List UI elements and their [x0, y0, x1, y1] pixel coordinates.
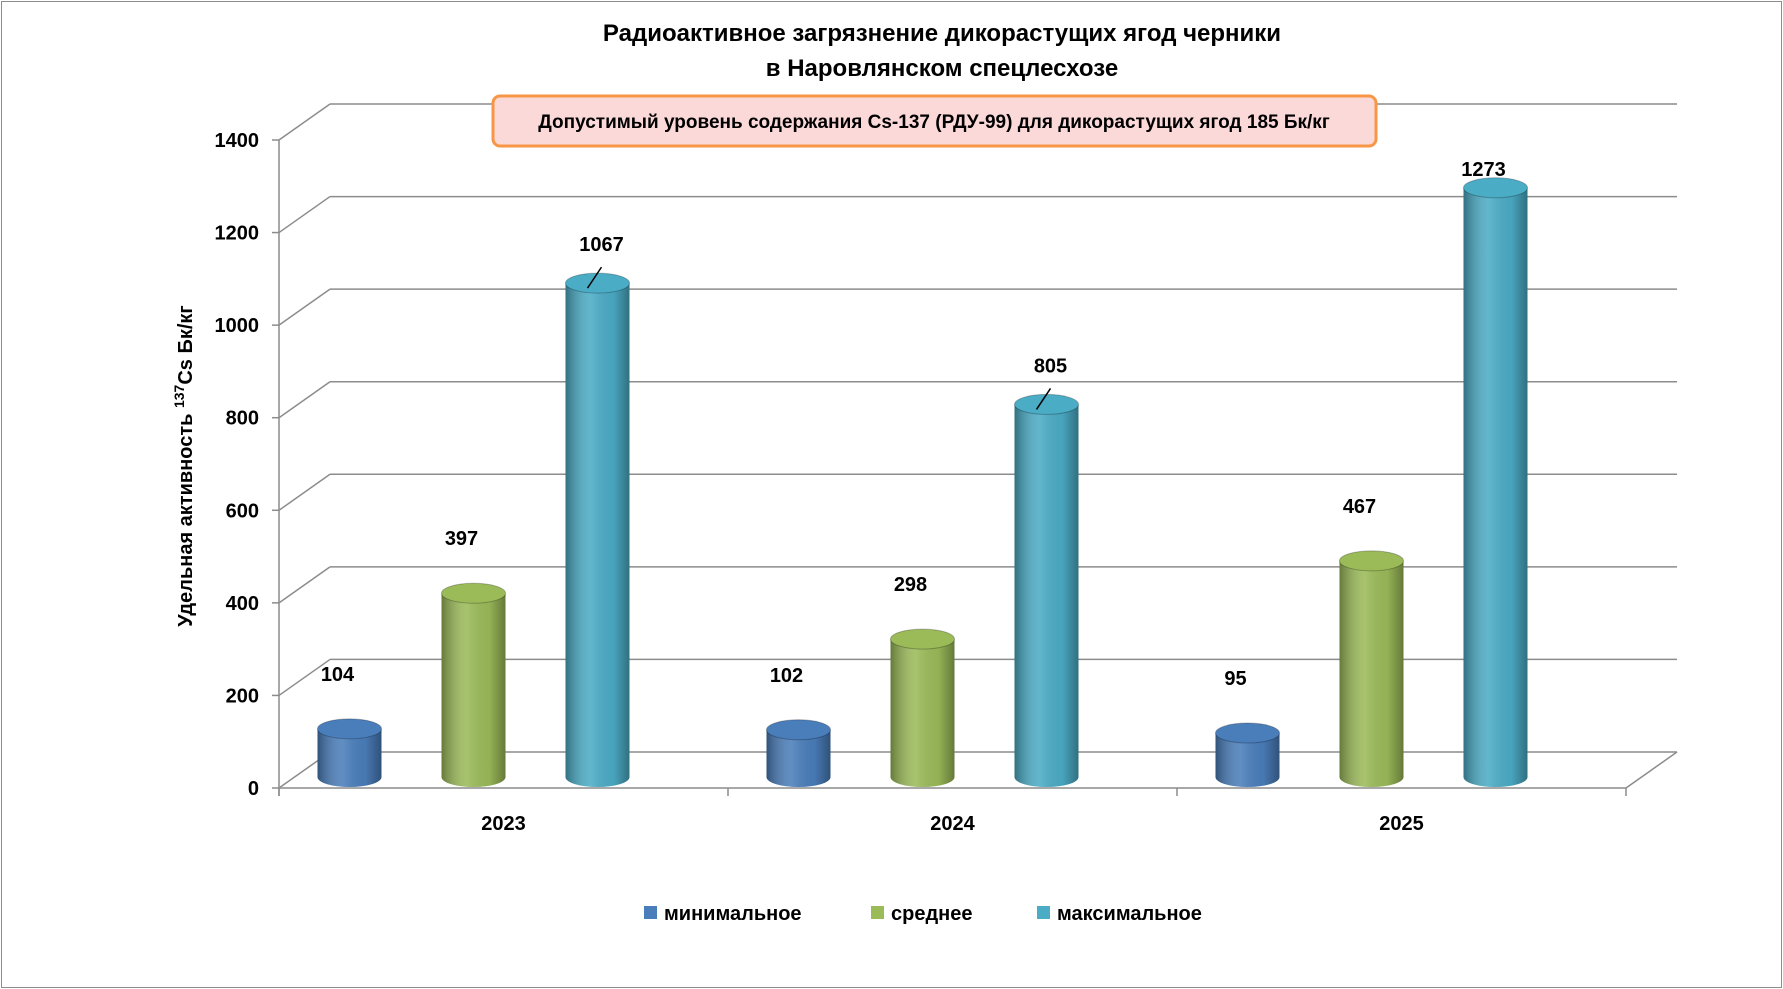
bar-среднее-2025: [1339, 550, 1404, 787]
bar-минимальное-2025: [1215, 722, 1280, 787]
legend-swatch-минимальное: [644, 906, 657, 919]
data-label: 1067: [579, 234, 624, 256]
y-tick-label: 0: [248, 778, 259, 800]
bar-среднее-2023: [441, 582, 506, 787]
gridline-diagonal: [278, 658, 331, 697]
data-label-leader: [586, 266, 603, 289]
bar-top: [766, 719, 831, 741]
legend-swatch-максимальное: [1037, 906, 1050, 919]
bar-body-shade: [1463, 187, 1528, 778]
floor-edge: [1625, 751, 1678, 789]
data-label: 805: [1034, 355, 1067, 377]
bar-top: [565, 272, 630, 294]
bar-минимальное-2024: [766, 719, 831, 787]
y-axis-label: Удельная активность 137Cs Бк/кг: [171, 305, 197, 627]
y-tick-label: 400: [226, 593, 259, 615]
gridlines: [272, 103, 1678, 796]
chart-title-line-1: Радиоактивное загрязнение дикорастущих я…: [603, 20, 1281, 47]
data-label: 102: [770, 665, 803, 687]
data-label: 298: [894, 574, 927, 596]
bars: [317, 177, 1528, 787]
gridline-diagonal: [278, 566, 331, 604]
bar-top: [1014, 393, 1079, 415]
bar-body-shade: [565, 283, 630, 777]
y-tick-label: 1000: [215, 315, 260, 337]
labels: 0 200 400 600 800 1000 1200 1400 2023 104 397 1067 2…: [215, 130, 1506, 925]
data-label: 397: [445, 528, 478, 550]
y-tick-label: 1400: [215, 130, 260, 152]
data-label: 1273: [1461, 159, 1506, 181]
bar-top: [890, 628, 955, 650]
bar-top: [1463, 177, 1528, 199]
y-tick-label: 800: [226, 408, 259, 430]
y-tick-label: 200: [226, 685, 259, 707]
bar-максимальное-2023: [565, 272, 630, 787]
bar-body-shade: [1014, 404, 1079, 777]
y-tick-label: 1200: [215, 223, 260, 245]
data-label: 467: [1343, 496, 1376, 518]
legend-label: минимальное: [664, 903, 802, 925]
legend-label: среднее: [891, 903, 972, 925]
x-tick-label: 2025: [1379, 813, 1424, 835]
bar-body-shade: [441, 593, 506, 777]
bar-top: [1339, 550, 1404, 572]
bar-body-shade: [1339, 560, 1404, 777]
data-label: 95: [1224, 668, 1246, 690]
bar-максимальное-2025: [1463, 177, 1528, 787]
legend-swatch-среднее: [871, 906, 884, 919]
gridline-diagonal: [278, 381, 331, 419]
x-tick-label: 2024: [930, 813, 975, 835]
y-tick-label: 600: [226, 500, 259, 522]
gridline-diagonal: [278, 288, 331, 326]
legend-label: максимальное: [1057, 903, 1202, 925]
gridline-diagonal: [278, 473, 331, 511]
chart-title-line-2: в Наровлянском спецлесхозе: [766, 55, 1118, 82]
bar-top: [1215, 722, 1280, 744]
bar-среднее-2024: [890, 628, 955, 787]
bar-top: [441, 582, 506, 604]
bar-минимальное-2023: [317, 718, 382, 787]
bar-body-shade: [890, 639, 955, 777]
x-tick-label: 2023: [481, 813, 526, 835]
data-label-leader: [1035, 387, 1052, 410]
gridline-diagonal: [278, 195, 331, 234]
gridline-diagonal: [278, 103, 331, 141]
bar-top: [317, 718, 382, 740]
annotation-box: [491, 94, 1378, 148]
data-label: 104: [321, 664, 355, 686]
annotation-text: Допустимый уровень содержания Cs-137 (РД…: [538, 112, 1330, 133]
bar-максимальное-2024: [1014, 393, 1079, 787]
